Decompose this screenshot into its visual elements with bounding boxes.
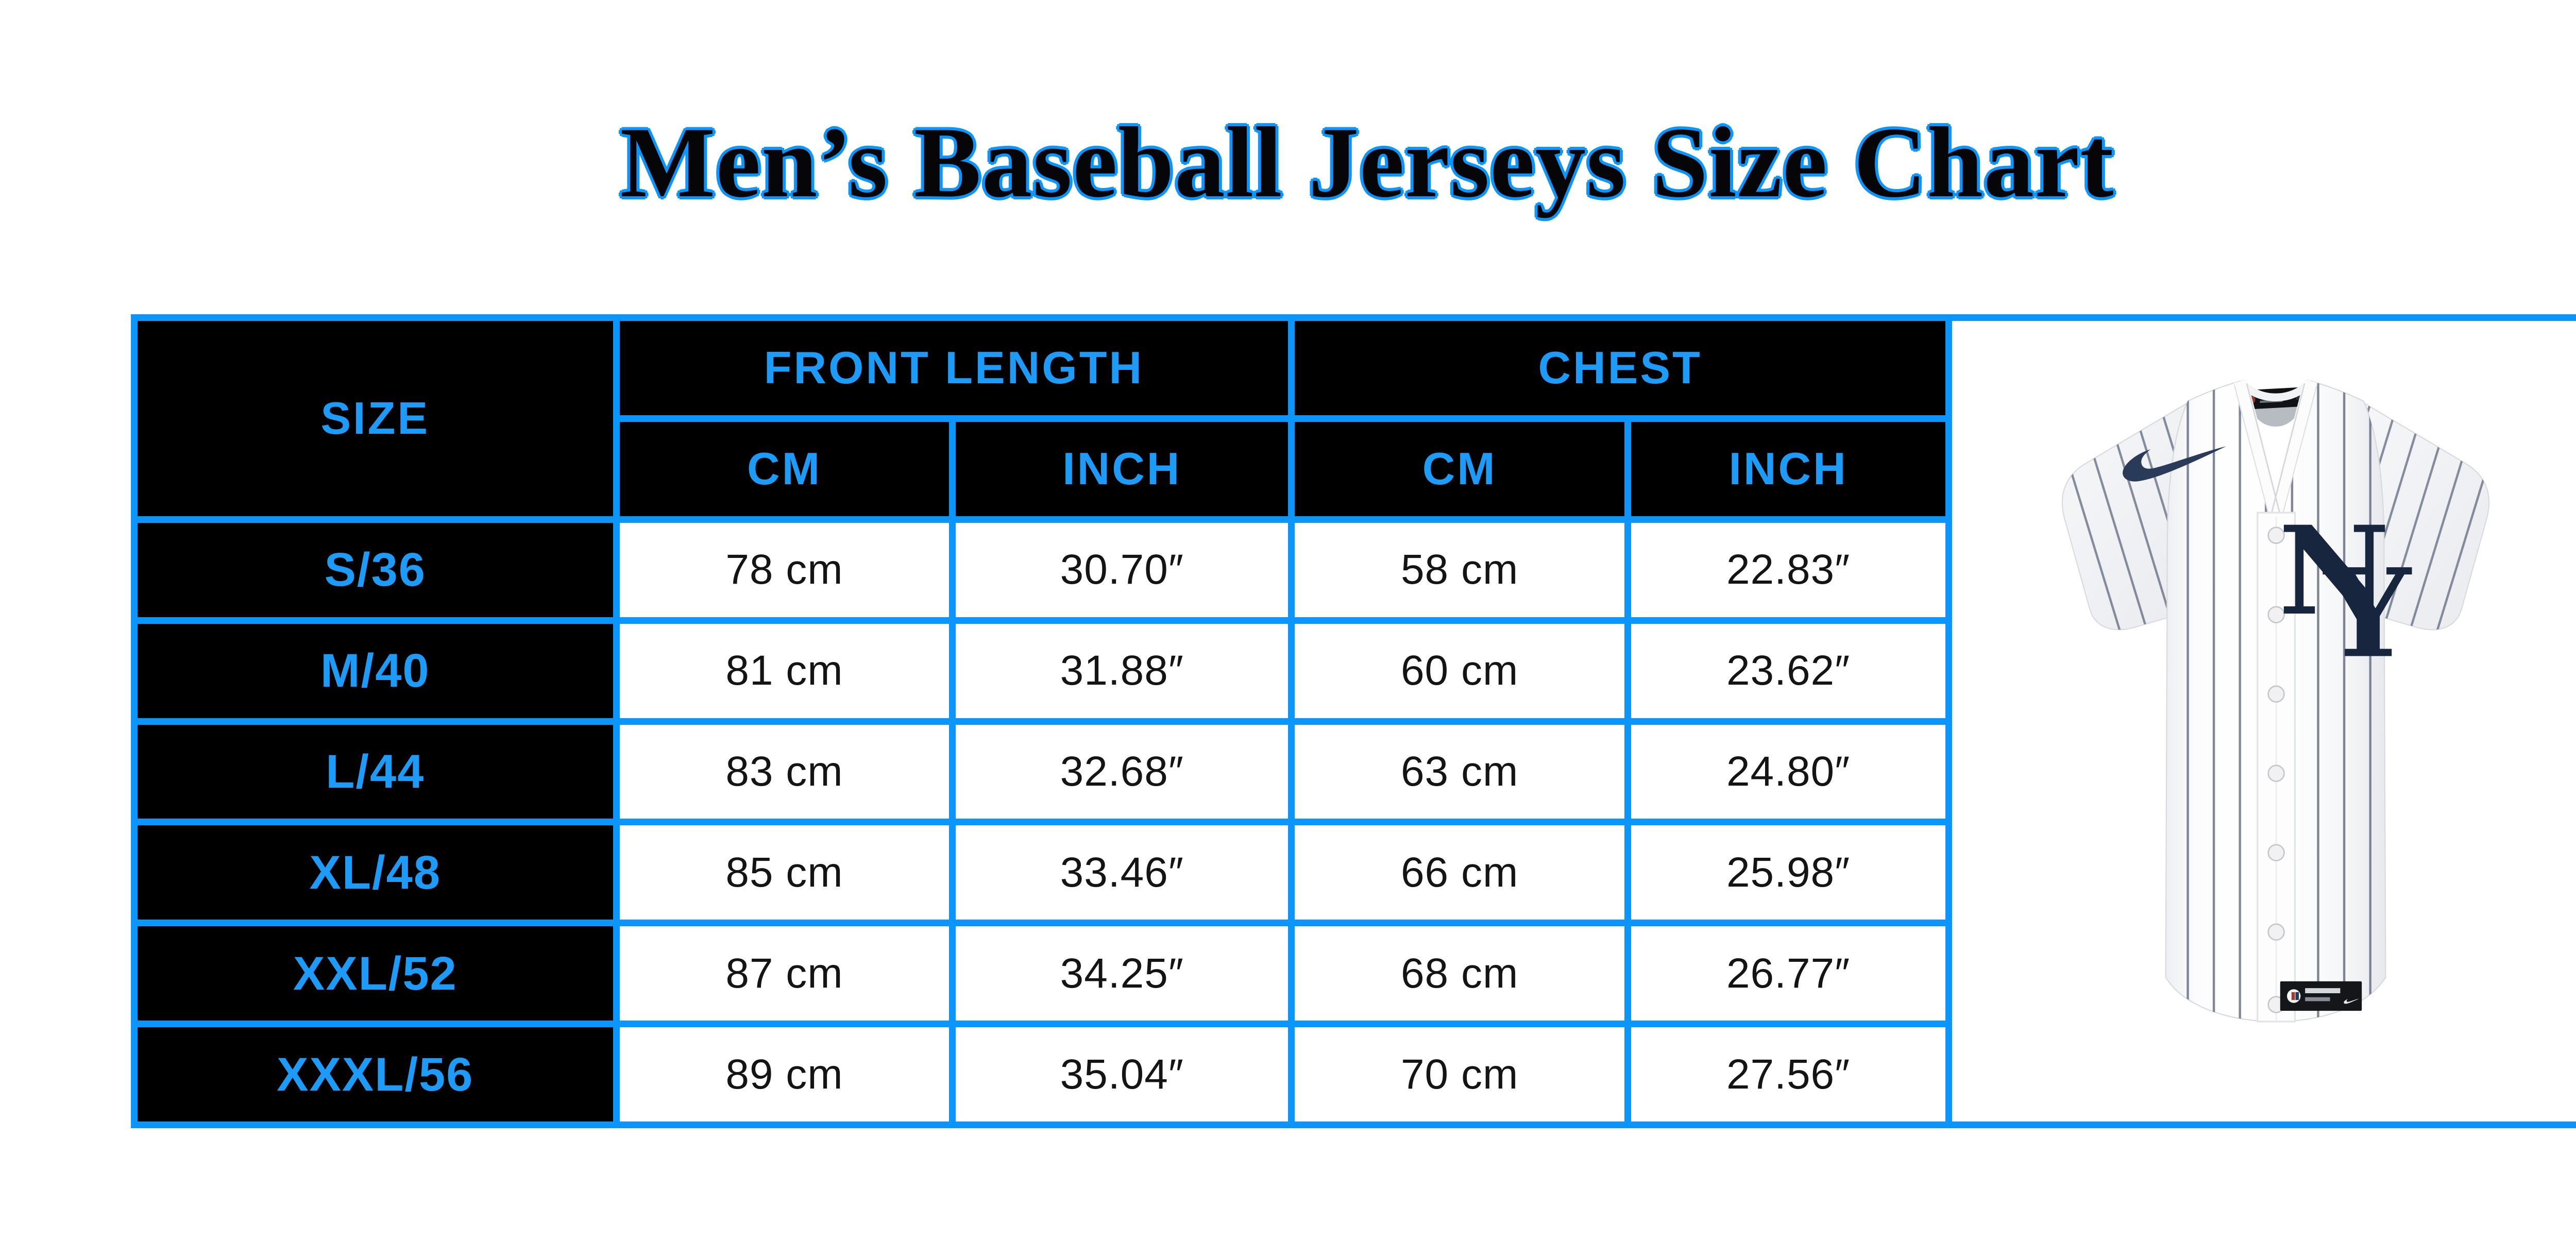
chest-inch-value: 23.62″ <box>1631 623 1946 718</box>
button <box>2267 765 2285 782</box>
button-placket <box>2257 512 2296 1023</box>
front-length-inch-value: 33.46″ <box>956 825 1289 920</box>
chest-cm-value: 63 cm <box>1295 724 1625 819</box>
unit-header-chest-inch: INCH <box>1631 421 1946 516</box>
button <box>2267 526 2285 544</box>
chest-cm-value: 66 cm <box>1295 825 1625 920</box>
chest-inch-value: 22.83″ <box>1631 522 1946 617</box>
jock-tag <box>2280 981 2362 1011</box>
front-length-inch-value: 34.25″ <box>956 926 1289 1021</box>
front-length-cm-value: 85 cm <box>619 825 950 920</box>
ny-logo-letter-y: Y <box>2323 542 2413 685</box>
chest-cm-value: 60 cm <box>1295 623 1625 718</box>
swoosh-icon <box>2123 446 2227 482</box>
front-length-cm-value: 78 cm <box>619 522 950 617</box>
collar-binding <box>2233 378 2318 518</box>
jersey-right-sleeve <box>2350 401 2490 631</box>
row-size-label: XXL/52 <box>138 926 613 1021</box>
unit-header-front-cm: CM <box>619 421 950 516</box>
front-length-inch-value: 30.70″ <box>956 522 1289 617</box>
page-title: Men’s Baseball Jerseys Size Chart <box>620 107 2114 218</box>
row-size-label: XL/48 <box>138 825 613 920</box>
chest-cm-value: 68 cm <box>1295 926 1625 1021</box>
front-length-cm-value: 89 cm <box>619 1027 950 1122</box>
row-size-label: XXXL/56 <box>138 1027 613 1122</box>
button <box>2267 606 2285 623</box>
row-size-label: M/40 <box>138 623 613 718</box>
jersey-panel: N Y <box>1952 321 2576 1122</box>
unit-header-front-inch: INCH <box>956 421 1289 516</box>
front-length-cm-value: 87 cm <box>619 926 950 1021</box>
front-length-inch-value: 32.68″ <box>956 724 1289 819</box>
chest-inch-value: 27.56″ <box>1631 1027 1946 1122</box>
row-size-label: S/36 <box>138 522 613 617</box>
jersey-left-sleeve <box>2061 401 2202 631</box>
front-length-inch-value: 35.04″ <box>956 1027 1289 1122</box>
chest-inch-value: 24.80″ <box>1631 724 1946 819</box>
front-length-cm-value: 81 cm <box>619 623 950 718</box>
size-chart-table: SIZE FRONT LENGTH CHEST CM INCH CM INCH … <box>131 314 2576 1128</box>
chest-cm-value: 58 cm <box>1295 522 1625 617</box>
button <box>2267 685 2285 703</box>
front-length-cm-value: 83 cm <box>619 724 950 819</box>
button <box>2267 844 2285 861</box>
chest-cm-value: 70 cm <box>1295 1027 1625 1122</box>
front-length-inch-value: 31.88″ <box>956 623 1289 718</box>
ny-logo: N Y <box>2279 499 2413 685</box>
ny-logo-letter-n: N <box>2279 499 2390 642</box>
column-group-front-length: FRONT LENGTH <box>619 321 1289 415</box>
row-size-label: L/44 <box>138 724 613 819</box>
chest-inch-value: 25.98″ <box>1631 825 1946 920</box>
chest-inch-value: 26.77″ <box>1631 926 1946 1021</box>
yankees-jersey-image: N Y <box>2061 378 2490 1023</box>
column-group-chest: CHEST <box>1295 321 1946 415</box>
unit-header-chest-cm: CM <box>1295 421 1625 516</box>
button <box>2267 923 2285 941</box>
column-header-size: SIZE <box>138 321 613 516</box>
